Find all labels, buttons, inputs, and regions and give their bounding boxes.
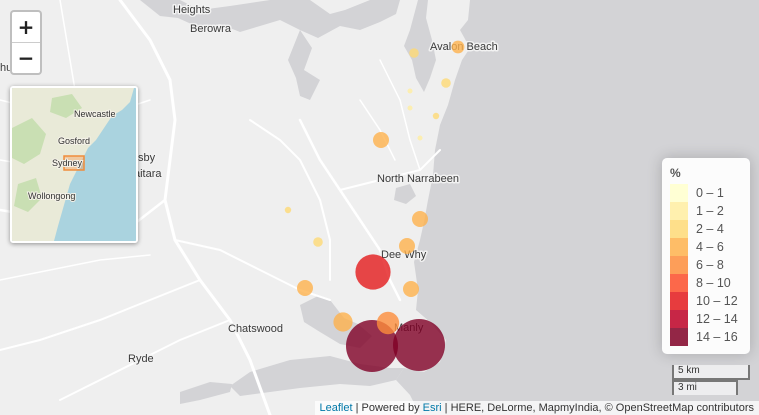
place-label-wahroonga-partial: aitara [134, 168, 162, 180]
data-marker[interactable] [373, 132, 389, 148]
data-marker[interactable] [407, 105, 413, 111]
minimap-view-box [63, 155, 85, 171]
data-marker[interactable] [313, 237, 323, 247]
place-label-dee-why: Dee Why [381, 249, 427, 261]
attribution: Leaflet | Powered by Esri | HERE, DeLorm… [314, 401, 759, 415]
data-marker[interactable] [297, 280, 313, 296]
legend-label: 6 – 8 [696, 258, 724, 272]
legend-item: 2 – 4 [670, 220, 742, 238]
legend-swatch [670, 292, 688, 310]
legend-item: 10 – 12 [670, 292, 742, 310]
data-marker[interactable] [355, 254, 391, 290]
pittwater [404, 0, 436, 92]
place-label-hornsby-partial: sby [138, 152, 156, 164]
zoom-out-button[interactable]: − [12, 42, 40, 73]
place-label-heights: Heights [173, 4, 211, 16]
zoom-control: + − [10, 10, 42, 75]
data-marker[interactable] [333, 312, 353, 332]
legend-label: 1 – 2 [696, 204, 724, 218]
legend-item: 12 – 14 [670, 310, 742, 328]
legend-swatch [670, 328, 688, 346]
scale-imperial: 3 mi [672, 380, 738, 395]
minimap-labels: Newcastle Gosford Sydney Wollongong [27, 108, 117, 202]
legend-label: 4 – 6 [696, 240, 724, 254]
legend-item: 6 – 8 [670, 256, 742, 274]
data-marker[interactable] [432, 112, 440, 120]
legend-label: 8 – 10 [696, 276, 731, 290]
data-marker[interactable] [412, 211, 428, 227]
data-marker[interactable] [403, 281, 419, 297]
data-marker[interactable] [417, 135, 423, 141]
legend-item: 8 – 10 [670, 274, 742, 292]
data-marker[interactable] [441, 78, 451, 88]
data-marker[interactable] [284, 206, 292, 214]
place-label-ryde: Ryde [128, 353, 154, 365]
legend-swatch [670, 238, 688, 256]
legend-swatch [670, 274, 688, 292]
attribution-credits: | HERE, DeLorme, MapmyIndia, © OpenStree… [441, 402, 754, 414]
data-marker[interactable] [399, 238, 415, 254]
attribution-powered-by: | Powered by [352, 402, 423, 414]
legend-item: 1 – 2 [670, 202, 742, 220]
cowan-creek [288, 30, 320, 100]
scale-metric: 5 km [672, 365, 750, 380]
data-marker[interactable] [393, 319, 445, 371]
legend-swatch [670, 220, 688, 238]
legend-label: 14 – 16 [696, 330, 738, 344]
zoom-in-button[interactable]: + [17, 15, 35, 39]
leaflet-link[interactable]: Leaflet [319, 402, 353, 414]
legend-items: 0 – 1 1 – 2 2 – 4 4 – 6 6 – 8 8 – 10 10 – 12 12… [670, 184, 742, 346]
narrabeen-lake [394, 184, 416, 204]
data-marker[interactable] [376, 311, 400, 335]
minimap-canvas: Newcastle Gosford Sydney Wollongong [12, 88, 136, 241]
scale-bar: 5 km 3 mi [672, 365, 750, 395]
legend-label: 10 – 12 [696, 294, 738, 308]
minimap-label-newcastle: Newcastle [74, 109, 116, 119]
esri-link[interactable]: Esri [422, 402, 442, 414]
legend-swatch [670, 256, 688, 274]
place-label-north-narrabeen: North Narrabeen [377, 173, 459, 185]
place-label-chatswood: Chatswood [228, 323, 283, 335]
data-marker[interactable] [407, 88, 413, 94]
legend-item: 0 – 1 [670, 184, 742, 202]
legend-swatch [670, 202, 688, 220]
place-label-berowra: Berowra [190, 23, 232, 35]
hawkesbury-river [140, 0, 400, 38]
lane-cove-river [180, 382, 232, 404]
minimap-label-wollongong: Wollongong [28, 191, 75, 201]
minimap-forest [12, 94, 82, 212]
minimap-label-sydney: Sydney [52, 158, 83, 168]
data-markers [284, 40, 465, 372]
legend-title: % [670, 166, 681, 180]
legend-label: 12 – 14 [696, 312, 738, 326]
legend-item: 4 – 6 [670, 238, 742, 256]
legend-item: 14 – 16 [670, 328, 742, 346]
legend-swatch [670, 184, 688, 202]
legend-label: 0 – 1 [696, 186, 724, 200]
legend: % 0 – 1 1 – 2 2 – 4 4 – 6 6 – 8 8 – 10 10 – 12… [662, 158, 750, 354]
minimap-land [12, 88, 134, 241]
minimap-label-gosford: Gosford [58, 136, 90, 146]
data-marker[interactable] [451, 40, 465, 54]
minimap[interactable]: Newcastle Gosford Sydney Wollongong [10, 86, 138, 243]
data-marker[interactable] [409, 48, 419, 58]
legend-swatch [670, 310, 688, 328]
legend-label: 2 – 4 [696, 222, 724, 236]
